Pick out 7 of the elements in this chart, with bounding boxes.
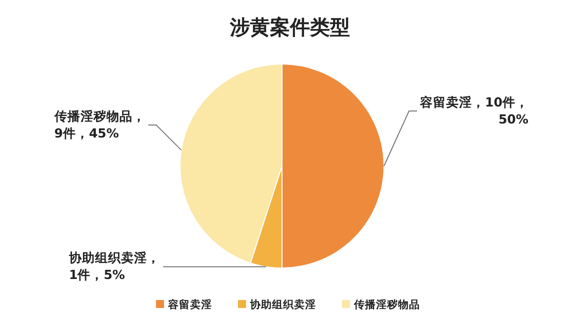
- chart-title: 涉黄案件类型: [229, 15, 350, 39]
- data-label: 容留卖淫，10件， 50%: [419, 94, 529, 126]
- data-label: 传播淫秽物品， 9件，45%: [53, 108, 146, 141]
- legend-label: 协助组织卖淫: [249, 298, 316, 311]
- data-label: 协助组织卖淫， 1件，5%: [68, 250, 160, 282]
- legend-label: 容留卖淫: [167, 298, 212, 311]
- legend-label: 传播淫秽物品: [353, 298, 420, 311]
